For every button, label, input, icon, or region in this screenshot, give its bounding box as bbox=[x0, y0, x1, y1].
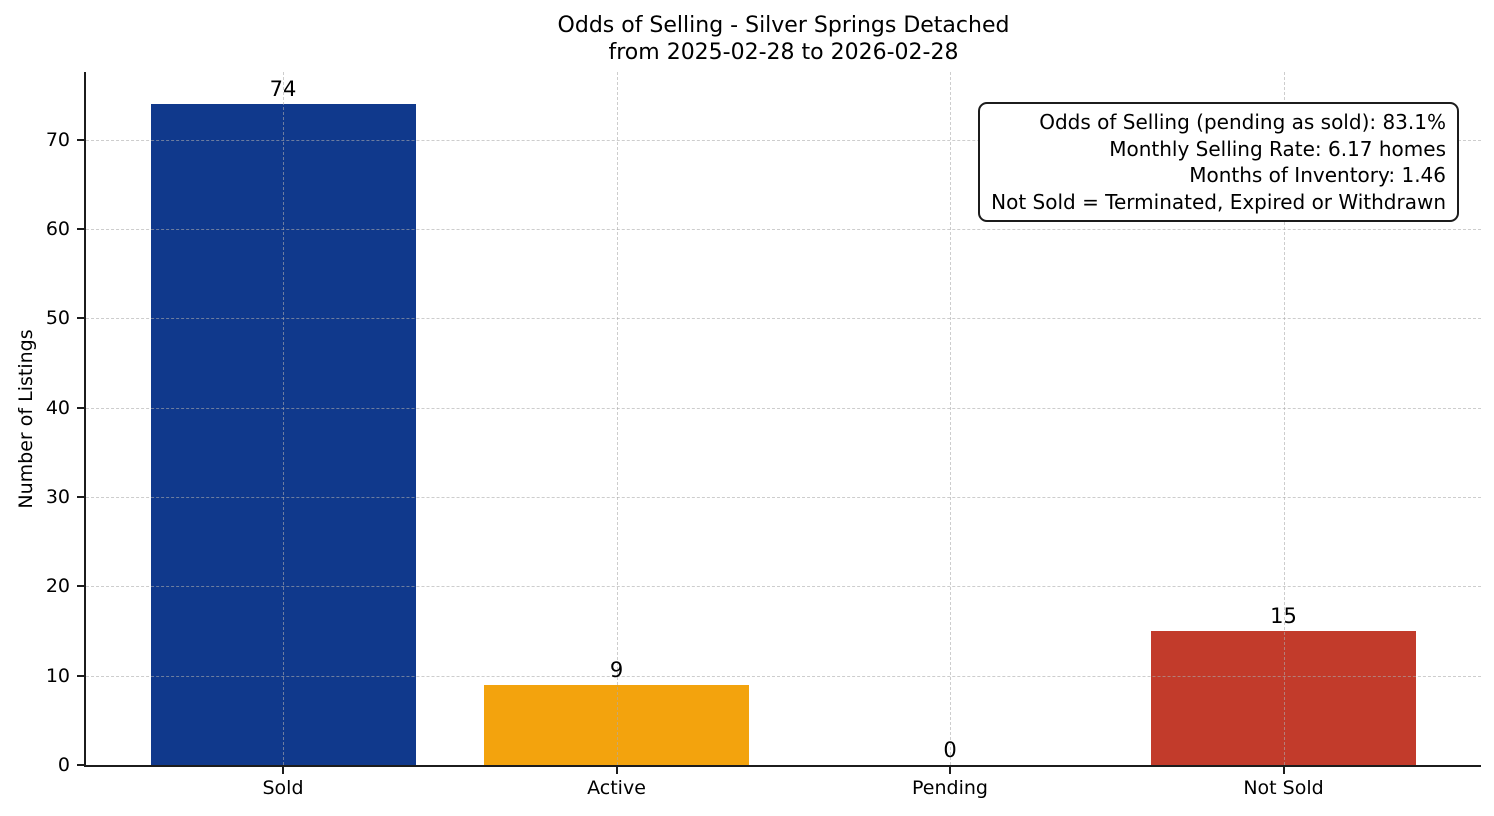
gridline-v bbox=[616, 72, 618, 765]
bar-value-label: 0 bbox=[943, 738, 957, 762]
annotation-line: Monthly Selling Rate: 6.17 homes bbox=[1109, 136, 1446, 161]
x-tick-label: Active bbox=[587, 777, 646, 799]
y-tick-label: 40 bbox=[45, 396, 70, 419]
bar-value-label: 9 bbox=[609, 657, 624, 682]
gridline-v bbox=[283, 72, 284, 765]
y-axis-spine bbox=[83, 72, 86, 767]
y-axis-label: Number of Listings bbox=[15, 329, 37, 509]
y-tick bbox=[77, 228, 84, 231]
annotation-line: Months of Inventory: 1.46 bbox=[1189, 163, 1446, 187]
y-tick-label: 20 bbox=[45, 575, 70, 598]
gridline-h bbox=[86, 407, 1481, 409]
gridline-h bbox=[86, 139, 1481, 141]
gridline-h bbox=[86, 318, 1481, 320]
bar-value-label: 15 bbox=[1270, 604, 1297, 629]
y-tick bbox=[77, 764, 84, 766]
bar-value-label: 74 bbox=[269, 77, 297, 102]
chart-subtitle: from 2025-02-28 to 2026-02-28 bbox=[608, 40, 959, 65]
y-tick bbox=[77, 406, 84, 409]
y-tick-label: 70 bbox=[45, 128, 70, 151]
y-tick-label: 60 bbox=[45, 218, 70, 241]
gridline-h bbox=[86, 675, 1481, 677]
annotation-box: Odds of Selling (pending as sold): 83.1%… bbox=[978, 102, 1459, 222]
x-tick-label: Pending bbox=[912, 777, 988, 799]
gridline-h bbox=[86, 229, 1481, 231]
x-tick bbox=[282, 767, 284, 774]
chart-title: Odds of Selling - Silver Springs Detache… bbox=[557, 13, 1010, 38]
y-tick bbox=[77, 674, 84, 677]
x-tick-label: Sold bbox=[262, 777, 304, 799]
y-tick-label: 50 bbox=[45, 307, 70, 330]
title-block: Odds of Selling - Silver Springs Detache… bbox=[86, 12, 1481, 66]
annotation-line: Odds of Selling (pending as sold): 83.1% bbox=[1039, 110, 1446, 134]
gridline-h bbox=[86, 586, 1481, 588]
y-tick-label: 30 bbox=[45, 486, 70, 509]
gridline-v bbox=[950, 72, 951, 765]
y-tick-label: 0 bbox=[57, 754, 70, 776]
plot-area: Odds of Selling (pending as sold): 83.1%… bbox=[46, 72, 1481, 799]
x-tick bbox=[949, 767, 951, 774]
x-tick bbox=[1282, 767, 1285, 774]
y-tick bbox=[77, 496, 84, 499]
y-tick bbox=[77, 317, 84, 320]
y-tick bbox=[77, 138, 84, 141]
x-axis-spine bbox=[83, 764, 1481, 767]
x-tick-label: Not Sold bbox=[1243, 777, 1324, 799]
gridline-v bbox=[1283, 72, 1285, 765]
x-tick bbox=[615, 767, 618, 774]
annotation-line: Not Sold = Terminated, Expired or Withdr… bbox=[991, 189, 1446, 214]
y-tick-label: 10 bbox=[45, 664, 70, 687]
gridline-h bbox=[86, 497, 1481, 499]
y-tick bbox=[77, 585, 84, 588]
